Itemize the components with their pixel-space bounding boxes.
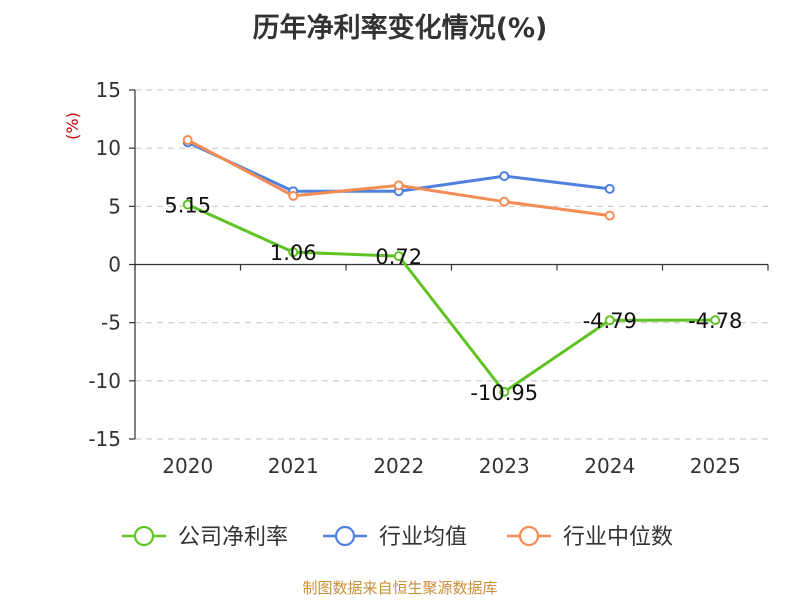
data-label: -4.79 [583,309,637,333]
y-tick-label: -15 [88,427,121,451]
data-point [182,199,193,210]
legend-label: 公司净利率 [178,525,288,550]
y-tick-label: 15 [96,78,121,102]
series-lines [182,135,721,397]
data-point [499,196,510,207]
data-point [604,315,615,326]
legend-label: 行业均值 [379,525,467,550]
data-point [604,183,615,194]
legend: 公司净利率 行业均值 行业中位数 [122,525,673,550]
data-label: 0.72 [375,245,422,269]
legend-marker [133,525,155,547]
source-footer: 制图数据来自恒生聚源数据库 [302,579,498,597]
data-point [710,315,721,326]
data-label: 1.06 [270,241,317,265]
data-point [288,247,299,258]
data-point [604,210,615,221]
y-tick-label: 5 [108,194,121,218]
series-line [187,138,610,218]
legend-marker [334,525,356,547]
x-tick-labels: 2020 2021 2022 2023 2024 2025 [162,454,740,478]
chart-title: 历年净利率变化情况(%) [252,13,548,44]
y-tick-labels: 15 10 5 0 -5 -10 -15 [88,78,121,451]
y-axis-label: (%) [63,112,82,140]
data-point [393,251,404,262]
x-tick-label: 2021 [268,454,319,478]
data-point [393,180,404,191]
y-tick-label: -5 [101,311,121,335]
axes [129,89,769,440]
data-label: 5.15 [164,194,211,218]
y-tick-label: -10 [88,369,121,393]
y-tick-label: 10 [96,136,121,160]
x-tick-label: 2025 [690,454,741,478]
legend-marker [518,525,540,547]
y-tick-label: 0 [108,253,121,277]
data-point [499,386,510,397]
x-tick-label: 2022 [373,454,424,478]
data-label: -4.78 [688,309,742,333]
x-tick-label: 2020 [162,454,213,478]
data-point [182,135,193,146]
data-labels: 5.15 1.06 0.72 -10.95 -4.79 -4.78 [164,194,742,405]
data-point [288,190,299,201]
data-point [499,171,510,182]
legend-label: 行业中位数 [563,525,673,550]
x-tick-label: 2023 [479,454,530,478]
data-label: -10.95 [470,381,538,405]
x-tick-label: 2024 [584,454,635,478]
series-line [187,203,716,394]
